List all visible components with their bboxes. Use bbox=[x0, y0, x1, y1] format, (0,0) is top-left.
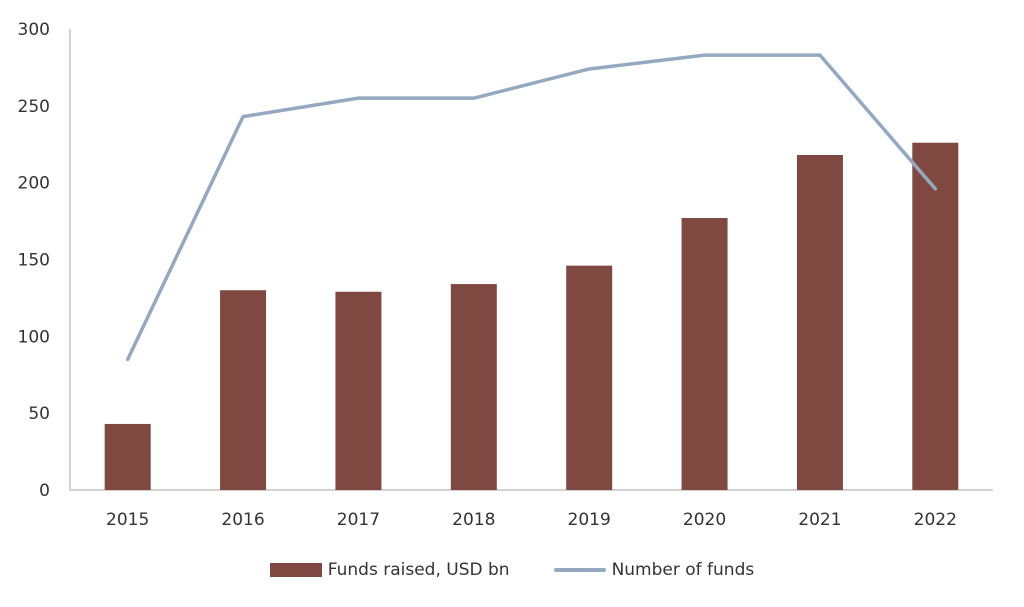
y-tick-label: 300 bbox=[18, 20, 50, 40]
y-tick-label: 150 bbox=[18, 251, 50, 271]
y-tick-label: 0 bbox=[39, 481, 50, 501]
x-tick-label: 2015 bbox=[106, 510, 149, 530]
y-tick-label: 250 bbox=[18, 97, 50, 117]
number-of-funds-line bbox=[125, 53, 938, 362]
legend-item-number-of-funds: Number of funds bbox=[553, 560, 755, 580]
legend: Funds raised, USD bn Number of funds bbox=[0, 556, 1024, 584]
x-tick-label: 2020 bbox=[683, 510, 726, 530]
bar bbox=[681, 218, 728, 490]
legend-label-funds-raised: Funds raised, USD bn bbox=[327, 560, 510, 580]
bar bbox=[796, 155, 843, 491]
bar bbox=[335, 291, 382, 490]
y-axis: 0 50 100 150 200 250 300 bbox=[18, 20, 71, 501]
x-tick-label: 2016 bbox=[221, 510, 264, 530]
bar bbox=[450, 284, 497, 490]
y-tick-label: 100 bbox=[18, 327, 50, 347]
x-tick-label: 2021 bbox=[798, 510, 841, 530]
x-axis: 2015 2016 2017 2018 2019 2020 2021 2022 bbox=[70, 489, 993, 530]
x-tick-label: 2022 bbox=[914, 510, 957, 530]
x-tick-label: 2019 bbox=[568, 510, 611, 530]
line-series bbox=[125, 53, 938, 362]
x-tick-label: 2018 bbox=[452, 510, 495, 530]
bar bbox=[220, 290, 267, 490]
y-tick-label: 200 bbox=[18, 174, 50, 194]
x-tick-label: 2017 bbox=[337, 510, 380, 530]
legend-label-number-of-funds: Number of funds bbox=[611, 560, 755, 580]
bar bbox=[566, 265, 613, 490]
y-tick-label: 50 bbox=[28, 404, 50, 424]
legend-swatch-bar bbox=[269, 563, 322, 577]
legend-item-funds-raised: Funds raised, USD bn bbox=[269, 560, 510, 580]
bar-series bbox=[104, 142, 959, 491]
bar bbox=[912, 142, 959, 491]
legend-swatch-line bbox=[553, 568, 606, 572]
bar bbox=[104, 423, 151, 490]
